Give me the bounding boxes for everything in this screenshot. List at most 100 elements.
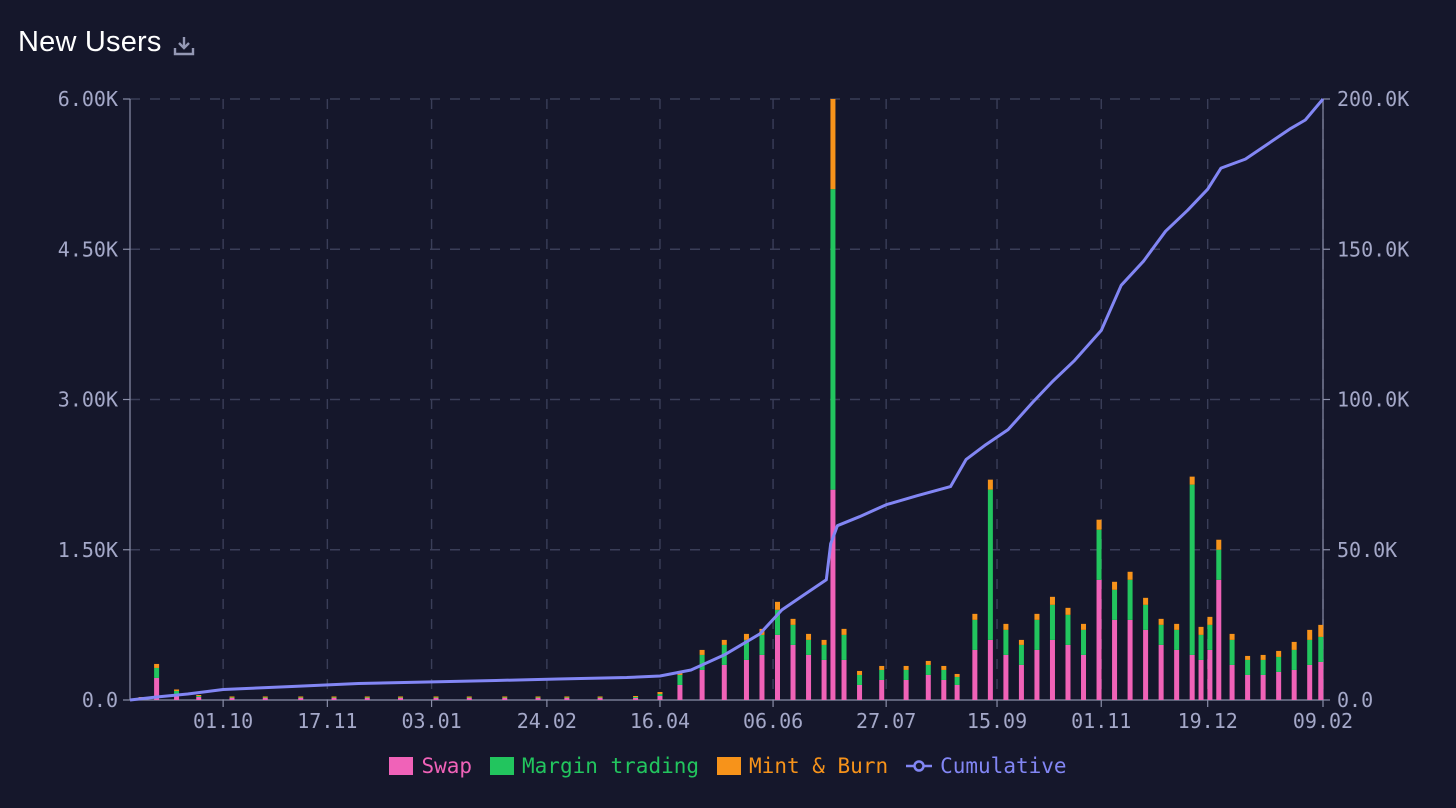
bar-segment-margin[interactable] bbox=[806, 639, 812, 655]
legend-item-swap[interactable]: Swap bbox=[389, 754, 472, 778]
bar-segment-mint[interactable] bbox=[1127, 571, 1133, 580]
bar-segment-swap[interactable] bbox=[857, 684, 863, 700]
bar-segment-swap[interactable] bbox=[1198, 659, 1204, 700]
bar-segment-swap[interactable] bbox=[1207, 649, 1213, 700]
bar-segment-mint[interactable] bbox=[364, 696, 370, 698]
bar-segment-margin[interactable] bbox=[941, 669, 947, 680]
bar-segment-margin[interactable] bbox=[987, 489, 993, 640]
bar-segment-swap[interactable] bbox=[1318, 661, 1324, 700]
bar-segment-margin[interactable] bbox=[903, 669, 909, 680]
bar-segment-swap[interactable] bbox=[1143, 629, 1149, 700]
bar-segment-mint[interactable] bbox=[775, 601, 781, 610]
bar-segment-swap[interactable] bbox=[564, 697, 570, 700]
bar-segment-swap[interactable] bbox=[1127, 619, 1133, 700]
bar-segment-margin[interactable] bbox=[535, 697, 541, 698]
bar-segment-swap[interactable] bbox=[535, 697, 541, 700]
bar-segment-swap[interactable] bbox=[298, 697, 304, 700]
bar-segment-mint[interactable] bbox=[196, 694, 202, 696]
bar-segment-swap[interactable] bbox=[1112, 619, 1118, 700]
bar-segment-margin[interactable] bbox=[262, 697, 268, 698]
bar-segment-mint[interactable] bbox=[466, 696, 472, 698]
bar-segment-mint[interactable] bbox=[987, 479, 993, 490]
bar-segment-margin[interactable] bbox=[1034, 619, 1040, 650]
bar-segment-mint[interactable] bbox=[857, 670, 863, 675]
bar-segment-swap[interactable] bbox=[830, 489, 836, 700]
bar-segment-swap[interactable] bbox=[1003, 654, 1009, 700]
bar-segment-margin[interactable] bbox=[790, 624, 796, 645]
bar-segment-swap[interactable] bbox=[1096, 579, 1102, 700]
bar-segment-mint[interactable] bbox=[1143, 597, 1149, 605]
download-icon[interactable] bbox=[172, 34, 196, 58]
bar-segment-margin[interactable] bbox=[1049, 604, 1055, 640]
bar-segment-swap[interactable] bbox=[364, 697, 370, 700]
bar-segment-margin[interactable] bbox=[1174, 629, 1180, 650]
bar-segment-mint[interactable] bbox=[398, 696, 404, 698]
bar-segment-mint[interactable] bbox=[154, 663, 160, 668]
bar-segment-swap[interactable] bbox=[1229, 664, 1235, 700]
bar-segment-margin[interactable] bbox=[1143, 604, 1149, 630]
bar-segment-swap[interactable] bbox=[699, 669, 705, 700]
bar-segment-margin[interactable] bbox=[154, 667, 160, 678]
bar-segment-swap[interactable] bbox=[841, 659, 847, 700]
bar-segment-mint[interactable] bbox=[972, 613, 978, 620]
bar-segment-margin[interactable] bbox=[331, 697, 337, 698]
legend-item-cumulative[interactable]: Cumulative bbox=[906, 754, 1067, 778]
bar-segment-swap[interactable] bbox=[1065, 644, 1071, 700]
bar-segment-mint[interactable] bbox=[1245, 655, 1251, 660]
bar-segment-mint[interactable] bbox=[1003, 623, 1009, 630]
bar-segment-swap[interactable] bbox=[597, 697, 603, 700]
bar-segment-mint[interactable] bbox=[535, 696, 541, 698]
bar-segment-swap[interactable] bbox=[398, 697, 404, 700]
bar-segment-margin[interactable] bbox=[229, 697, 235, 698]
bar-segment-margin[interactable] bbox=[830, 189, 836, 490]
bar-segment-margin[interactable] bbox=[564, 697, 570, 698]
bar-segment-margin[interactable] bbox=[1127, 579, 1133, 620]
bar-segment-mint[interactable] bbox=[597, 696, 603, 698]
cumulative-line[interactable] bbox=[129, 98, 1325, 702]
bar-segment-swap[interactable] bbox=[154, 677, 160, 700]
bar-segment-swap[interactable] bbox=[196, 696, 202, 700]
bar-segment-swap[interactable] bbox=[972, 649, 978, 700]
bar-segment-swap[interactable] bbox=[1081, 654, 1087, 700]
bar-segment-mint[interactable] bbox=[721, 639, 727, 645]
bar-segment-swap[interactable] bbox=[174, 693, 180, 700]
bar-segment-margin[interactable] bbox=[1112, 589, 1118, 620]
bar-segment-mint[interactable] bbox=[1081, 623, 1087, 630]
bar-segment-mint[interactable] bbox=[1216, 539, 1222, 550]
bar-segment-swap[interactable] bbox=[775, 634, 781, 700]
bar-segment-margin[interactable] bbox=[972, 619, 978, 650]
bar-segment-mint[interactable] bbox=[1291, 641, 1297, 650]
bar-segment-mint[interactable] bbox=[1018, 639, 1024, 645]
bar-segment-margin[interactable] bbox=[1198, 634, 1204, 660]
bar-segment-margin[interactable] bbox=[1216, 549, 1222, 580]
bar-segment-margin[interactable] bbox=[879, 669, 885, 680]
bar-segment-swap[interactable] bbox=[466, 697, 472, 700]
bar-segment-mint[interactable] bbox=[830, 99, 836, 190]
bar-segment-mint[interactable] bbox=[502, 696, 508, 698]
bar-segment-mint[interactable] bbox=[657, 691, 663, 694]
bar-segment-margin[interactable] bbox=[1018, 644, 1024, 665]
legend-item-mint-burn[interactable]: Mint & Burn bbox=[717, 754, 888, 778]
bar-segment-mint[interactable] bbox=[1207, 616, 1213, 625]
bar-segment-margin[interactable] bbox=[954, 676, 960, 685]
bar-segment-swap[interactable] bbox=[633, 697, 639, 700]
bar-segment-margin[interactable] bbox=[1260, 659, 1266, 675]
bar-segment-swap[interactable] bbox=[433, 697, 439, 700]
bar-segment-swap[interactable] bbox=[954, 684, 960, 700]
bar-segment-margin[interactable] bbox=[174, 690, 180, 694]
bar-segment-mint[interactable] bbox=[1158, 618, 1164, 625]
bar-segment-margin[interactable] bbox=[1318, 636, 1324, 662]
bar-segment-mint[interactable] bbox=[1049, 596, 1055, 605]
bar-segment-mint[interactable] bbox=[743, 633, 749, 640]
bar-segment-mint[interactable] bbox=[1112, 581, 1118, 590]
bar-segment-mint[interactable] bbox=[1318, 624, 1324, 637]
bar-segment-swap[interactable] bbox=[1291, 669, 1297, 700]
bar-segment-mint[interactable] bbox=[903, 665, 909, 670]
bar-segment-swap[interactable] bbox=[941, 679, 947, 700]
bar-segment-margin[interactable] bbox=[1158, 624, 1164, 645]
bar-segment-mint[interactable] bbox=[433, 696, 439, 698]
bar-segment-swap[interactable] bbox=[790, 644, 796, 700]
bar-segment-mint[interactable] bbox=[790, 618, 796, 625]
bar-segment-swap[interactable] bbox=[677, 684, 683, 700]
bar-segment-swap[interactable] bbox=[229, 697, 235, 700]
